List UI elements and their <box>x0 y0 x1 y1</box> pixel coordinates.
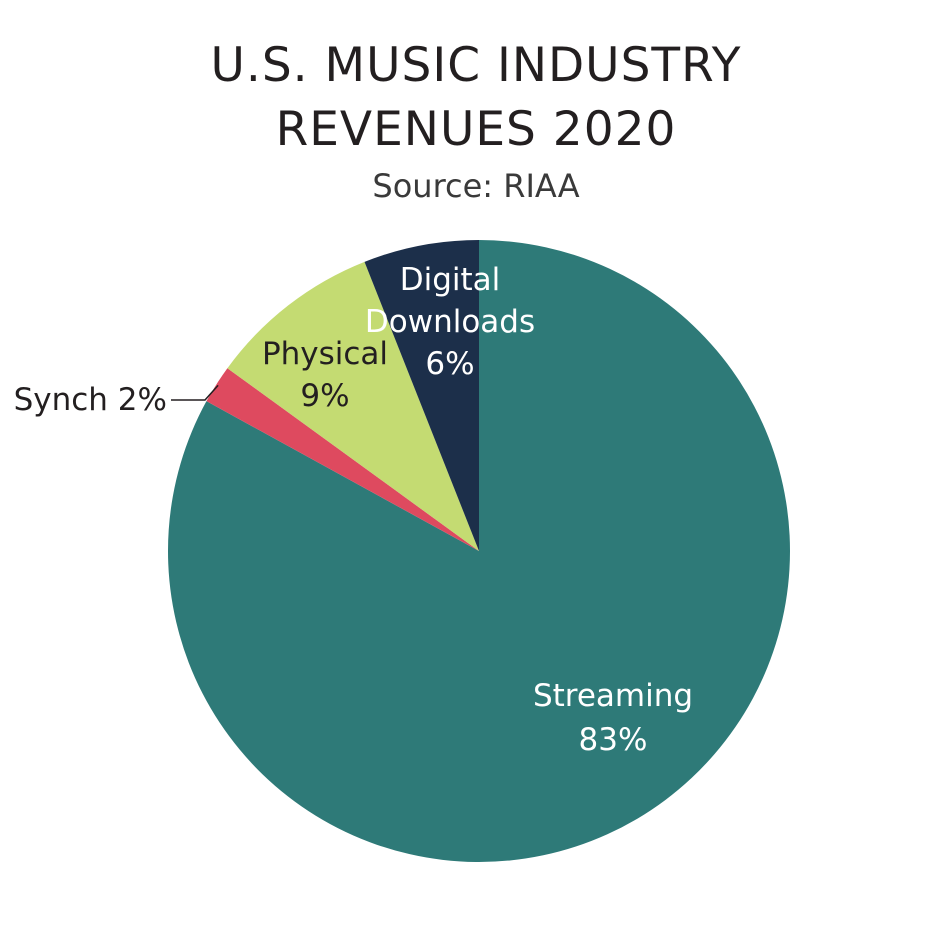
chart-title-line-2: REVENUES 2020 <box>275 102 677 157</box>
pie-slice-synch <box>206 368 479 551</box>
slice-label-streaming: Streaming 83% <box>533 678 693 758</box>
slice-label-physical: Physical 9% <box>262 336 388 414</box>
pie-slices <box>167 240 790 862</box>
pie-slice-digital-downloads <box>364 240 479 551</box>
pie-slice-streaming <box>167 240 790 862</box>
leader-lines <box>171 384 219 401</box>
chart-title-line-1: U.S. MUSIC INDUSTRY <box>210 38 742 93</box>
chart-subtitle: Source: RIAA <box>372 167 580 205</box>
pie-slice-physical <box>227 261 479 551</box>
leader-line-synch <box>171 384 219 401</box>
slice-label-synch: Synch 2% <box>14 382 167 418</box>
slice-labels: Streaming 83% Synch 2% Physical 9%Digital Dow… <box>14 262 693 758</box>
slice-label-digital-downloads: Digital Downloads 6% <box>365 262 535 382</box>
